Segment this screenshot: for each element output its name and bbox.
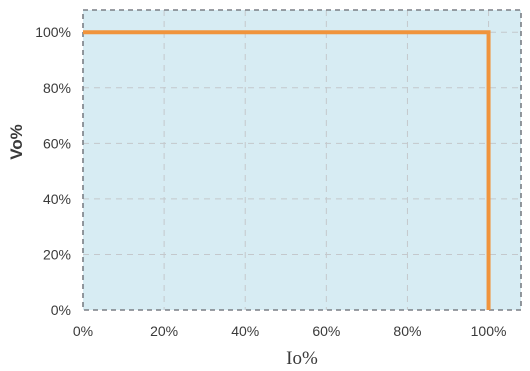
x-tick-label: 60% xyxy=(312,323,340,339)
y-tick-label: 0% xyxy=(51,302,71,318)
x-axis-ticks: 0% 20% 40% 60% 80% 100% xyxy=(73,323,507,339)
x-axis-label: Io% xyxy=(286,348,318,369)
y-tick-label: 80% xyxy=(43,80,71,96)
x-tick-label: 40% xyxy=(231,323,259,339)
y-axis-ticks: 0% 20% 40% 60% 80% 100% xyxy=(35,24,71,318)
series-group xyxy=(83,30,491,310)
y-tick-label: 40% xyxy=(43,191,71,207)
x-tick-label: 100% xyxy=(471,323,507,339)
x-tick-label: 20% xyxy=(150,323,178,339)
y-axis-label: Vo% xyxy=(7,124,26,160)
y-tick-label: 20% xyxy=(43,246,71,262)
plot-area xyxy=(83,10,521,310)
x-tick-label: 0% xyxy=(73,323,93,339)
series-line xyxy=(83,30,491,310)
y-tick-label: 60% xyxy=(43,135,71,151)
plot-frame xyxy=(82,9,522,311)
x-tick-label: 80% xyxy=(393,323,421,339)
y-tick-label: 100% xyxy=(35,24,71,40)
